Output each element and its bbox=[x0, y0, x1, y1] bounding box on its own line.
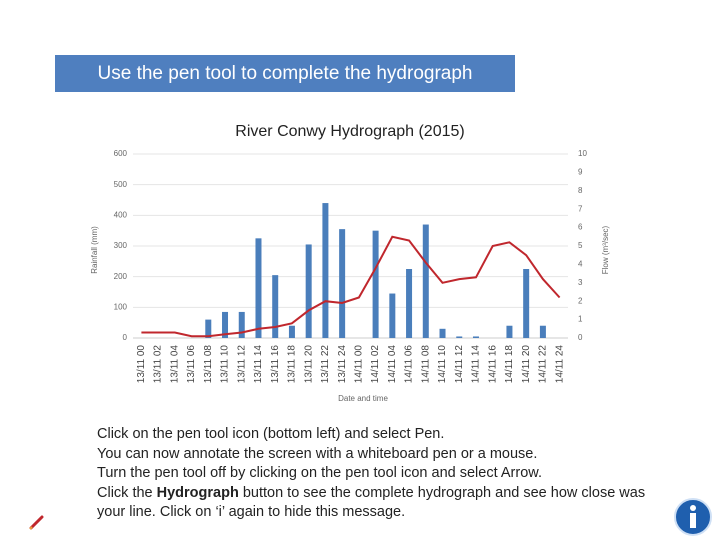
x-tick-label: 14/11 24 bbox=[554, 345, 565, 384]
x-tick-label: 13/11 14 bbox=[253, 345, 264, 384]
banner: Use the pen tool to complete the hydrogr… bbox=[55, 55, 515, 92]
x-tick-label: 13/11 08 bbox=[203, 345, 214, 384]
x-tick-label: 13/11 06 bbox=[186, 345, 197, 384]
x-tick-label: 14/11 04 bbox=[387, 345, 398, 384]
bar bbox=[439, 328, 446, 338]
bar bbox=[222, 311, 229, 338]
x-tick-label: 14/11 22 bbox=[538, 345, 549, 384]
y-tick-label: 400 bbox=[114, 210, 128, 219]
x-axis-label: Date and time bbox=[338, 394, 388, 403]
bar bbox=[472, 336, 479, 338]
chart-title: River Conwy Hydrograph (2015) bbox=[235, 123, 464, 140]
text: button to see the complete hydrograph an… bbox=[97, 484, 646, 521]
chart: River Conwy Hydrograph (2015) Rainfall (… bbox=[90, 123, 610, 403]
x-tick-label: 14/11 10 bbox=[437, 345, 448, 384]
bar bbox=[523, 269, 530, 338]
bar bbox=[339, 229, 346, 338]
flow-line bbox=[141, 235, 561, 338]
instruction-line: Click the Hydrograph button to see the c… bbox=[97, 484, 657, 523]
x-tick-label: 13/11 18 bbox=[287, 345, 298, 384]
x-tick-label: 13/11 20 bbox=[303, 345, 314, 384]
y2-tick-label: 10 bbox=[578, 149, 587, 158]
y2-tick-label: 7 bbox=[578, 204, 583, 213]
y2-tick-label: 5 bbox=[578, 241, 583, 250]
y2-tick-label: 9 bbox=[578, 168, 583, 177]
bar bbox=[305, 244, 312, 338]
x-tick-label: 14/11 12 bbox=[454, 345, 465, 384]
y2-tick-label: 4 bbox=[578, 260, 583, 269]
bar bbox=[372, 230, 379, 338]
y2-tick-label: 0 bbox=[578, 333, 583, 342]
x-tick-label: 14/11 16 bbox=[487, 345, 498, 384]
pen-tool-icon[interactable] bbox=[28, 515, 44, 531]
bar bbox=[238, 311, 245, 338]
text: Turn the pen tool off by clicking on the… bbox=[97, 465, 501, 481]
y-tick-label: 0 bbox=[123, 333, 128, 342]
info-button[interactable] bbox=[673, 497, 713, 537]
instruction-line: Turn the pen tool off by clicking on the… bbox=[97, 464, 657, 484]
x-tick-label: 14/11 02 bbox=[370, 345, 381, 384]
y2-tick-label: 3 bbox=[578, 278, 583, 287]
y2-axis-label: Flow (m³/sec) bbox=[601, 225, 610, 274]
x-tick-label: 13/11 02 bbox=[153, 345, 164, 384]
bar bbox=[422, 224, 429, 338]
text: Pen bbox=[414, 426, 441, 442]
bar bbox=[406, 269, 413, 338]
x-tick-label: 14/11 00 bbox=[354, 345, 365, 384]
instructions: Click on the pen tool icon (bottom left)… bbox=[97, 425, 657, 523]
x-tick-label: 14/11 20 bbox=[521, 345, 532, 384]
bar bbox=[272, 275, 279, 338]
x-tick-label: 13/11 24 bbox=[337, 345, 348, 384]
y-tick-label: 200 bbox=[114, 272, 128, 281]
text: . bbox=[537, 465, 542, 481]
text: Click the bbox=[97, 484, 157, 501]
x-tick-label: 13/11 22 bbox=[320, 345, 331, 384]
y2-tick-label: 1 bbox=[578, 315, 583, 324]
bar bbox=[456, 336, 463, 338]
x-tick-label: 14/11 08 bbox=[420, 345, 431, 384]
bar bbox=[288, 325, 295, 338]
bar bbox=[389, 293, 396, 338]
bar bbox=[205, 319, 212, 338]
bar bbox=[255, 238, 262, 338]
x-tick-label: 14/11 14 bbox=[471, 345, 482, 384]
text: Click on the pen tool icon (bottom left)… bbox=[97, 426, 415, 442]
bar bbox=[322, 203, 329, 338]
text: . bbox=[440, 426, 445, 442]
y-tick-label: 600 bbox=[114, 149, 128, 158]
x-tick-label: 14/11 06 bbox=[404, 345, 415, 384]
y2-tick-label: 2 bbox=[578, 296, 583, 305]
x-tick-label: 13/11 00 bbox=[136, 345, 147, 384]
y2-tick-label: 6 bbox=[578, 223, 583, 232]
x-tick-label: 14/11 18 bbox=[504, 345, 515, 384]
bar bbox=[506, 325, 513, 338]
text: Arrow bbox=[500, 465, 538, 481]
x-tick-label: 13/11 04 bbox=[169, 345, 180, 384]
bar bbox=[539, 325, 546, 338]
instruction-line: You can now annotate the screen with a w… bbox=[97, 445, 538, 462]
y2-tick-label: 8 bbox=[578, 186, 583, 195]
x-tick-label: 13/11 12 bbox=[236, 345, 247, 384]
y-tick-label: 100 bbox=[114, 302, 128, 311]
y-tick-label: 500 bbox=[114, 180, 128, 189]
y-axis-label: Rainfall (mm) bbox=[90, 226, 99, 274]
y-tick-label: 300 bbox=[114, 241, 128, 250]
x-tick-label: 13/11 10 bbox=[220, 345, 231, 384]
text: Hydrograph bbox=[156, 484, 239, 501]
instruction-line: Click on the pen tool icon (bottom left)… bbox=[97, 425, 657, 445]
x-tick-label: 13/11 16 bbox=[270, 345, 281, 384]
